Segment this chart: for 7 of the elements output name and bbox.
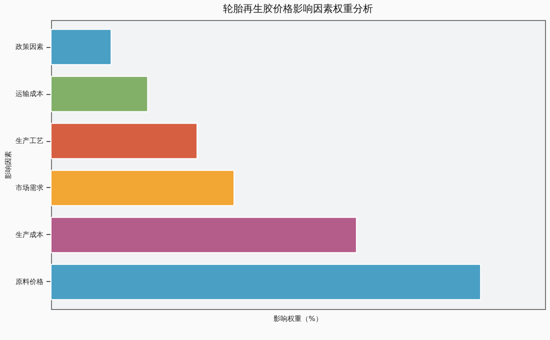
bar [50,122,198,160]
bar [50,216,357,254]
bar [50,264,482,300]
bar [50,28,112,66]
bar [50,76,148,112]
chart-title: 轮胎再生胶价格影响因素权重分析 [223,3,373,15]
bar [50,170,234,206]
